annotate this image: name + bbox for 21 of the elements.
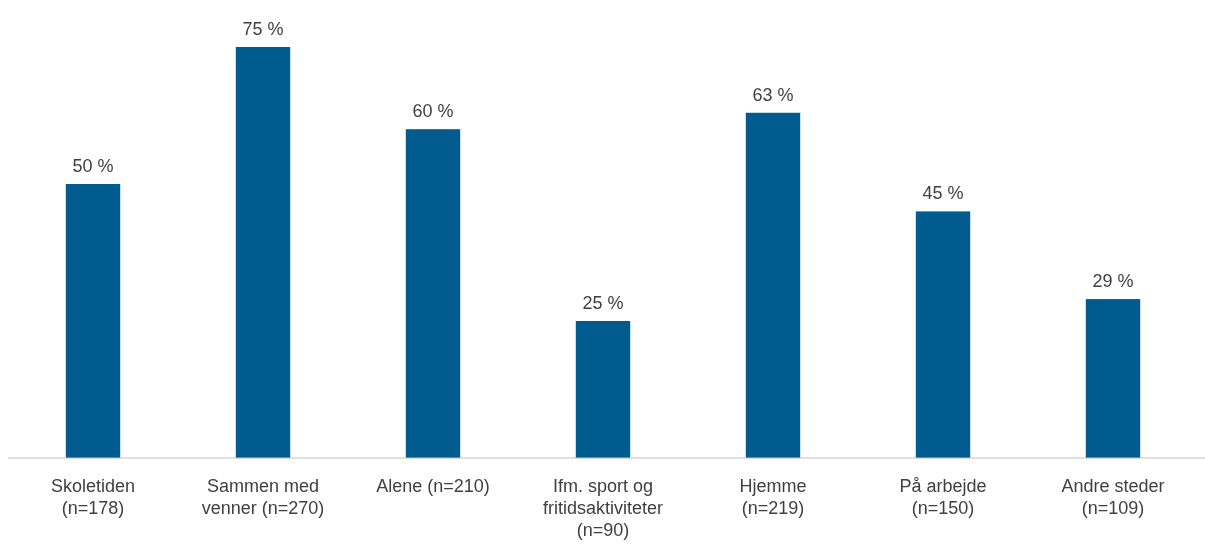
x-tick-label: På arbejde (n=150): [899, 476, 987, 518]
bar: [65, 184, 121, 458]
data-label: 60 %: [412, 101, 454, 122]
x-tick-label: Ifm. sport og fritidsaktiviteter (n=90): [542, 476, 664, 540]
bar: [1085, 299, 1141, 458]
data-label: 75 %: [242, 19, 284, 39]
x-tick-label: Hjemme (n=219): [739, 476, 807, 518]
data-label: 50 %: [72, 156, 114, 176]
data-label: 25 %: [582, 293, 624, 313]
data-label: 45 %: [922, 183, 964, 204]
bar: [235, 47, 291, 458]
bar: [915, 211, 971, 458]
x-tick-label: Alene (n=210): [376, 476, 490, 496]
data-label: 29 %: [1092, 271, 1134, 292]
bar: [575, 321, 631, 458]
x-tick-label: Andre steder (n=109): [1061, 476, 1165, 518]
bar: [745, 112, 801, 458]
x-tick-label: Sammen med venner (n=270): [201, 476, 325, 518]
data-label: 63 %: [752, 84, 794, 105]
bar: [405, 129, 461, 458]
x-tick-label: Skoletiden (n=178): [50, 476, 136, 518]
